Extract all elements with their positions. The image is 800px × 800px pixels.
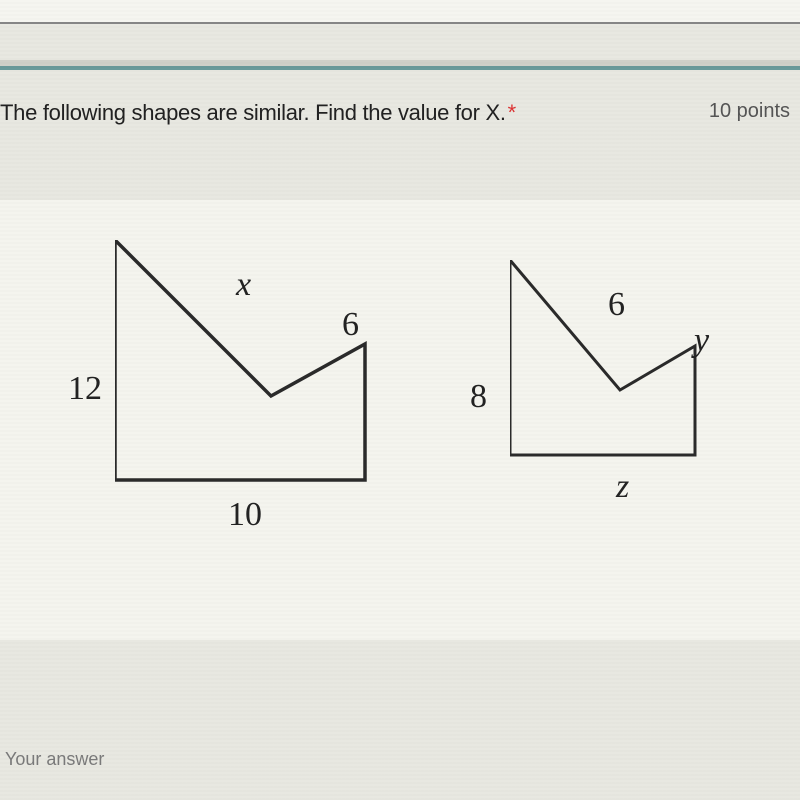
label-left-x: x bbox=[236, 266, 251, 304]
question-text: The following shapes are similar. Find t… bbox=[0, 100, 516, 126]
browser-top-strip bbox=[0, 0, 800, 24]
label-right-bottom: z bbox=[616, 468, 629, 506]
label-left-bottom: 10 bbox=[228, 496, 262, 534]
label-right-y: y bbox=[694, 322, 709, 360]
form-header-divider bbox=[0, 60, 800, 70]
answer-prompt[interactable]: Your answer bbox=[5, 749, 104, 770]
label-right-side: 8 bbox=[470, 378, 487, 416]
label-left-inner-right: 6 bbox=[342, 306, 359, 344]
question-row: The following shapes are similar. Find t… bbox=[0, 100, 790, 126]
label-left-side: 12 bbox=[68, 370, 102, 408]
points-label: 10 points bbox=[709, 100, 790, 123]
label-right-inner-left: 6 bbox=[608, 286, 625, 324]
diagram-area: 12 x 6 10 8 6 y z bbox=[0, 200, 800, 640]
required-marker: * bbox=[508, 100, 516, 125]
question-prompt: The following shapes are similar. Find t… bbox=[0, 100, 506, 125]
